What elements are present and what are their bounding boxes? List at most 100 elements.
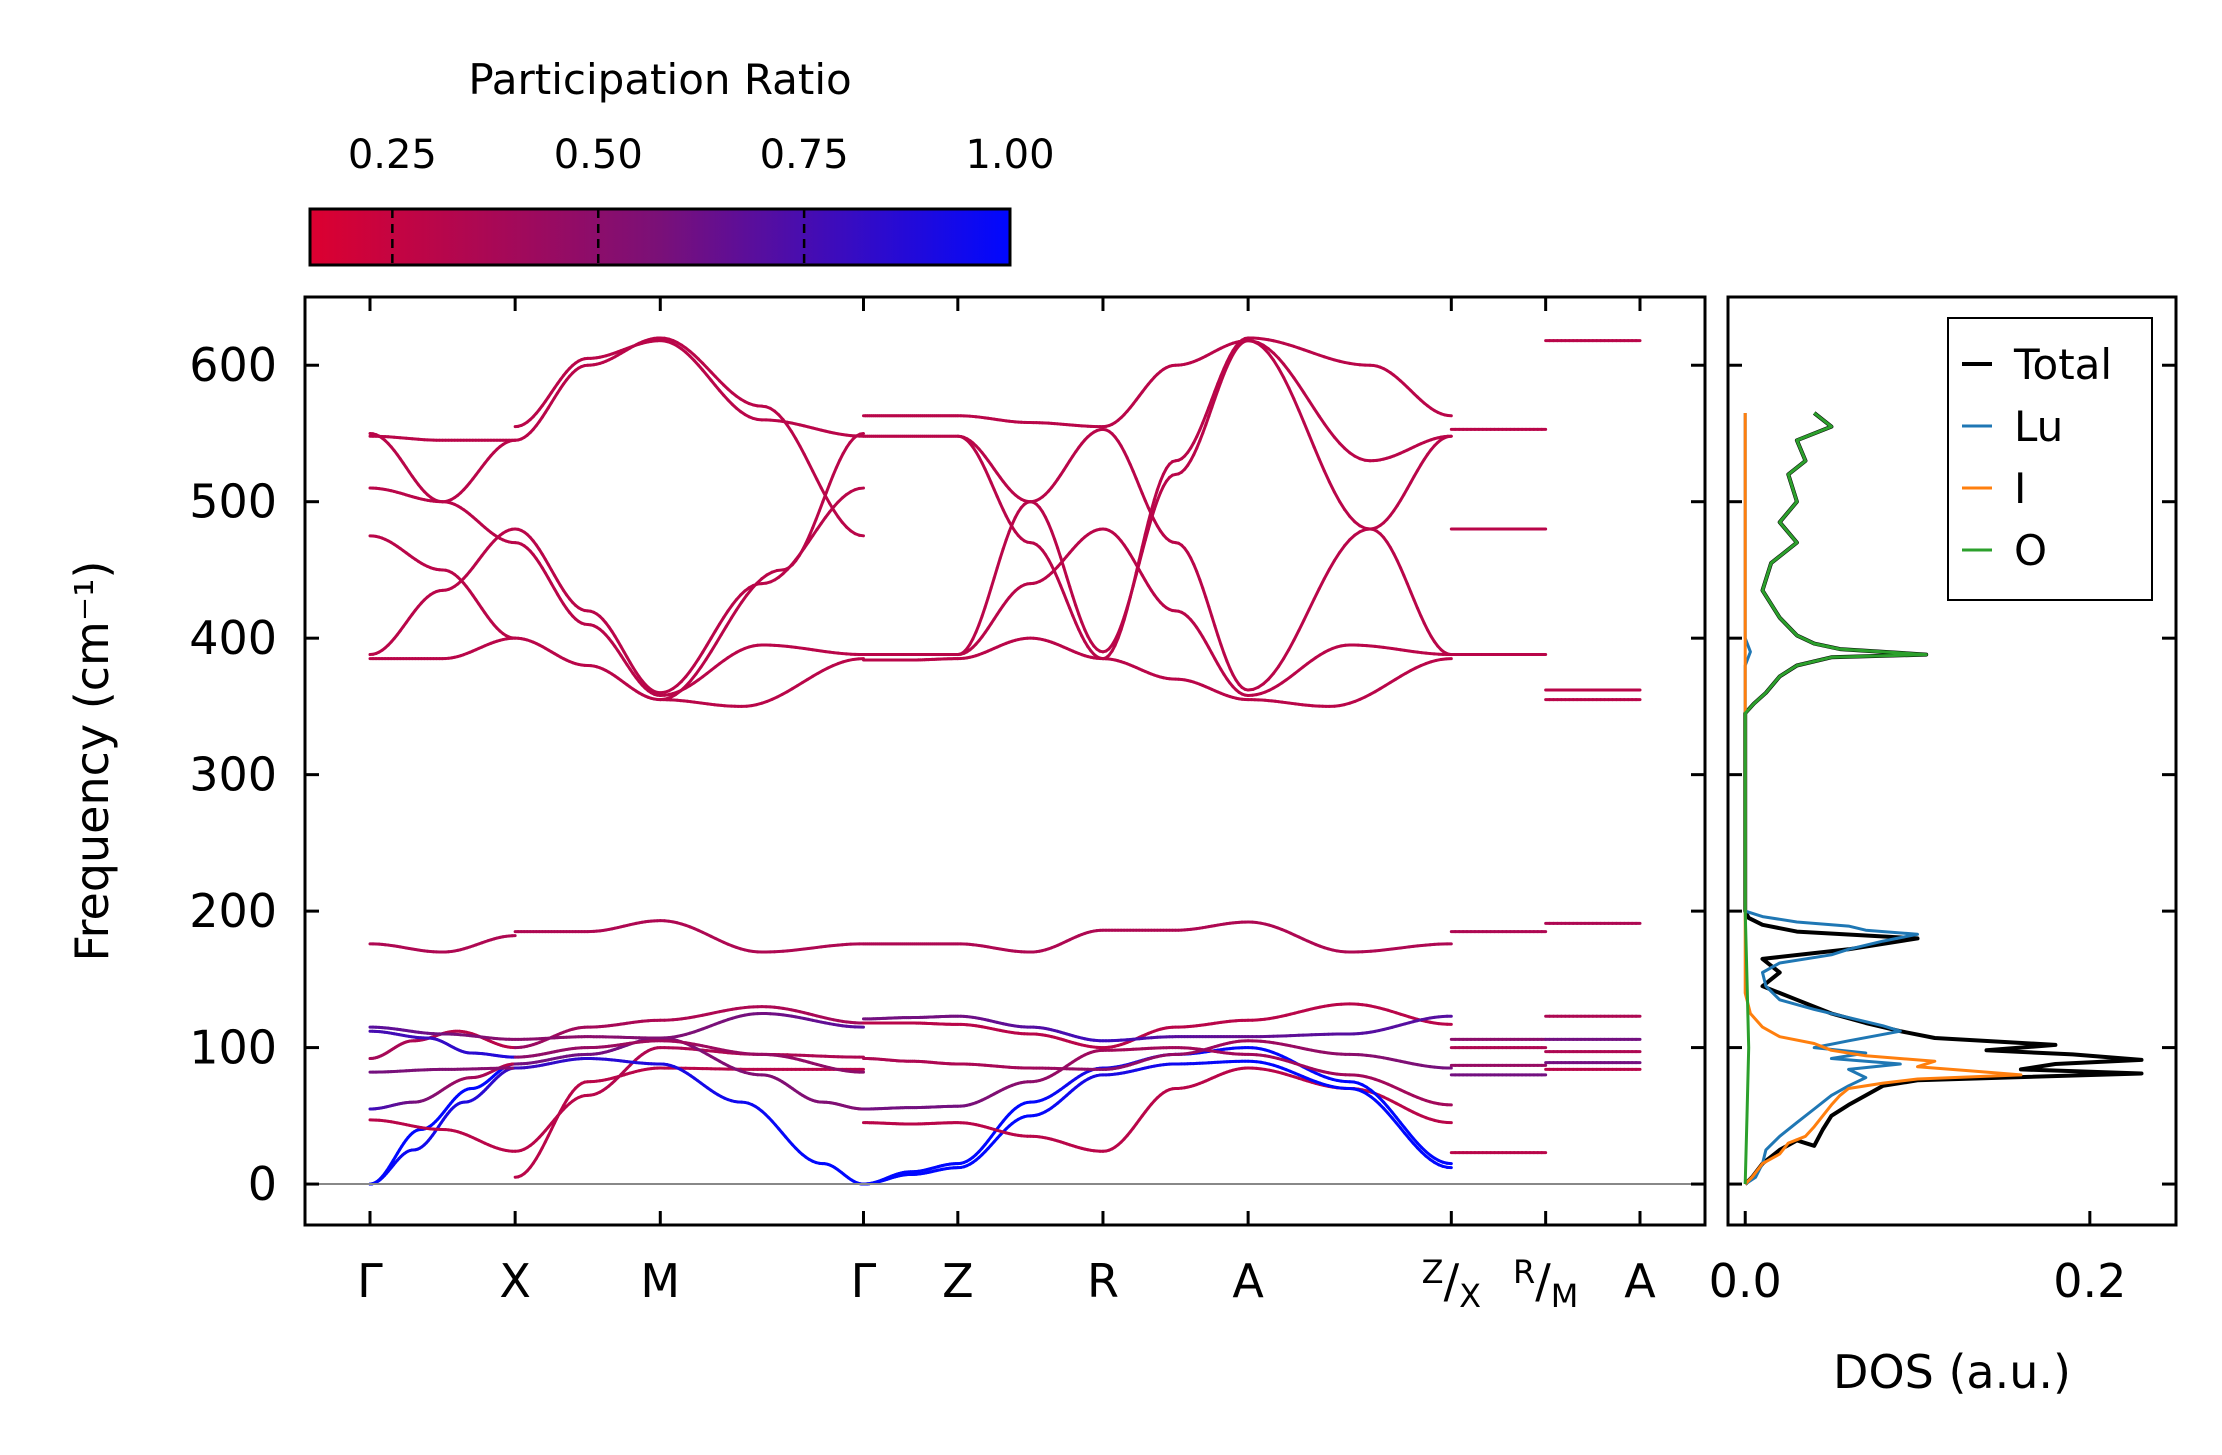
band-line — [1101, 1059, 1250, 1077]
band-xtick-label-9: A — [1624, 1254, 1656, 1308]
band-line — [1246, 1052, 1453, 1107]
dos-x-axis-label: DOS (a.u.) — [1833, 1345, 2071, 1399]
band-line — [513, 1046, 662, 1153]
band-line — [1246, 339, 1453, 463]
colorbar-tick-label-3: 1.00 — [965, 132, 1054, 178]
band-segment-0 — [368, 431, 517, 1186]
dos-series-lu — [1743, 413, 1919, 1186]
band-segment-7 — [1449, 427, 1548, 1155]
dos-plot-frame — [1726, 295, 2178, 1227]
band-line — [861, 1014, 960, 1021]
colorbar-tick-label-2: 0.75 — [760, 132, 849, 178]
band-xtick-label-2: M — [640, 1254, 680, 1308]
band-line — [368, 431, 517, 545]
dos-lines — [1743, 411, 2144, 1186]
band-line — [513, 1066, 662, 1179]
band-line — [1246, 1014, 1453, 1039]
band-segment-8 — [1544, 339, 1642, 1071]
band-line — [368, 1066, 517, 1074]
band-line — [1246, 1046, 1453, 1166]
band-line — [368, 934, 517, 954]
band-line — [956, 414, 1105, 429]
band-line — [861, 657, 960, 662]
band-line — [658, 1039, 865, 1074]
band-line — [658, 339, 865, 438]
band-line — [1246, 1039, 1453, 1070]
dos-legend: Total Lu IO — [1947, 317, 2153, 601]
band-line — [1246, 920, 1453, 954]
band-line — [513, 636, 662, 702]
band-line — [956, 636, 1105, 661]
band-line — [513, 527, 662, 695]
band-segment-4 — [956, 414, 1105, 1170]
band-segment-1 — [513, 336, 662, 1179]
band-line — [368, 1062, 517, 1111]
band-line — [861, 1021, 960, 1026]
band-line — [658, 919, 865, 954]
band-lines — [368, 336, 1642, 1186]
band-line — [1246, 657, 1453, 708]
band-structure-panel: 0 100 200 300 400 500 600 Γ X M Γ Z R A Z/X R/M A Freque… — [65, 295, 1707, 1315]
legend-label-i: I — [2014, 464, 2026, 513]
band-ytick-label-5: 500 — [189, 475, 277, 529]
band-line — [1101, 1046, 1250, 1056]
dos-panel: 0.0 0.2 DOS (a.u.) Total Lu IO — [1709, 295, 2178, 1399]
dos-axes: 0.0 0.2 — [1709, 363, 2176, 1308]
band-line — [513, 1039, 662, 1059]
band-line — [1101, 920, 1250, 932]
band-line — [513, 541, 662, 697]
band-segment-3 — [861, 414, 960, 1186]
dos-series-i — [1743, 413, 2023, 1186]
band-line — [513, 1035, 662, 1041]
band-line — [956, 434, 1105, 661]
band-line — [956, 928, 1105, 954]
band-ytick-label-1: 100 — [189, 1021, 277, 1075]
band-line — [1101, 339, 1250, 429]
band-line — [956, 1022, 1105, 1050]
band-line — [513, 1057, 662, 1070]
band-segment-2 — [658, 336, 865, 1186]
band-line — [368, 1029, 517, 1059]
band-line — [1101, 657, 1250, 702]
band-line — [956, 434, 1105, 654]
band-ytick-label-3: 300 — [189, 748, 277, 802]
band-xtick-label-8: R/M — [1513, 1253, 1578, 1315]
band-line — [1246, 339, 1453, 657]
band-line — [658, 1011, 865, 1040]
band-line — [658, 1062, 865, 1186]
band-line — [1246, 1059, 1453, 1170]
band-line — [1101, 527, 1250, 697]
band-line — [658, 1036, 865, 1111]
band-xtick-label-1: X — [499, 1254, 531, 1308]
band-line — [1101, 1066, 1250, 1153]
band-segment-5 — [1101, 336, 1250, 1153]
band-ytick-label-2: 200 — [189, 884, 277, 938]
band-line — [956, 1014, 1105, 1043]
band-ytick-label-4: 400 — [189, 611, 277, 665]
band-line — [513, 336, 662, 442]
colorbar-ticks: 0.25 0.50 0.75 1.00 — [348, 132, 1055, 265]
band-segment-6 — [1246, 336, 1453, 1170]
band-line — [658, 486, 865, 695]
band-line — [1101, 339, 1250, 654]
band-line — [1101, 1039, 1250, 1071]
band-xtick-label-5: R — [1087, 1254, 1119, 1308]
band-y-axis-label: Frequency (cm⁻¹) — [65, 561, 119, 962]
band-line — [1101, 1035, 1250, 1043]
band-plot-frame — [303, 295, 1707, 1227]
band-line — [513, 919, 662, 934]
colorbar-tick-label-1: 0.50 — [554, 132, 643, 178]
band-line — [1101, 1018, 1250, 1050]
band-xtick-label-4: Z — [942, 1254, 974, 1308]
band-ytick-label-0: 0 — [248, 1157, 277, 1211]
band-line — [956, 1073, 1105, 1170]
band-line — [956, 527, 1105, 657]
band-line — [658, 1066, 865, 1071]
colorbar-gradient — [308, 207, 1012, 267]
band-line — [956, 1062, 1105, 1071]
band-xtick-label-0: Γ — [357, 1254, 383, 1308]
colorbar-tick-label-0: 0.25 — [348, 132, 437, 178]
legend-label-o: O — [2014, 526, 2047, 575]
dos-xtick-label-0: 0.0 — [1709, 1254, 1782, 1308]
band-line — [368, 1118, 517, 1153]
